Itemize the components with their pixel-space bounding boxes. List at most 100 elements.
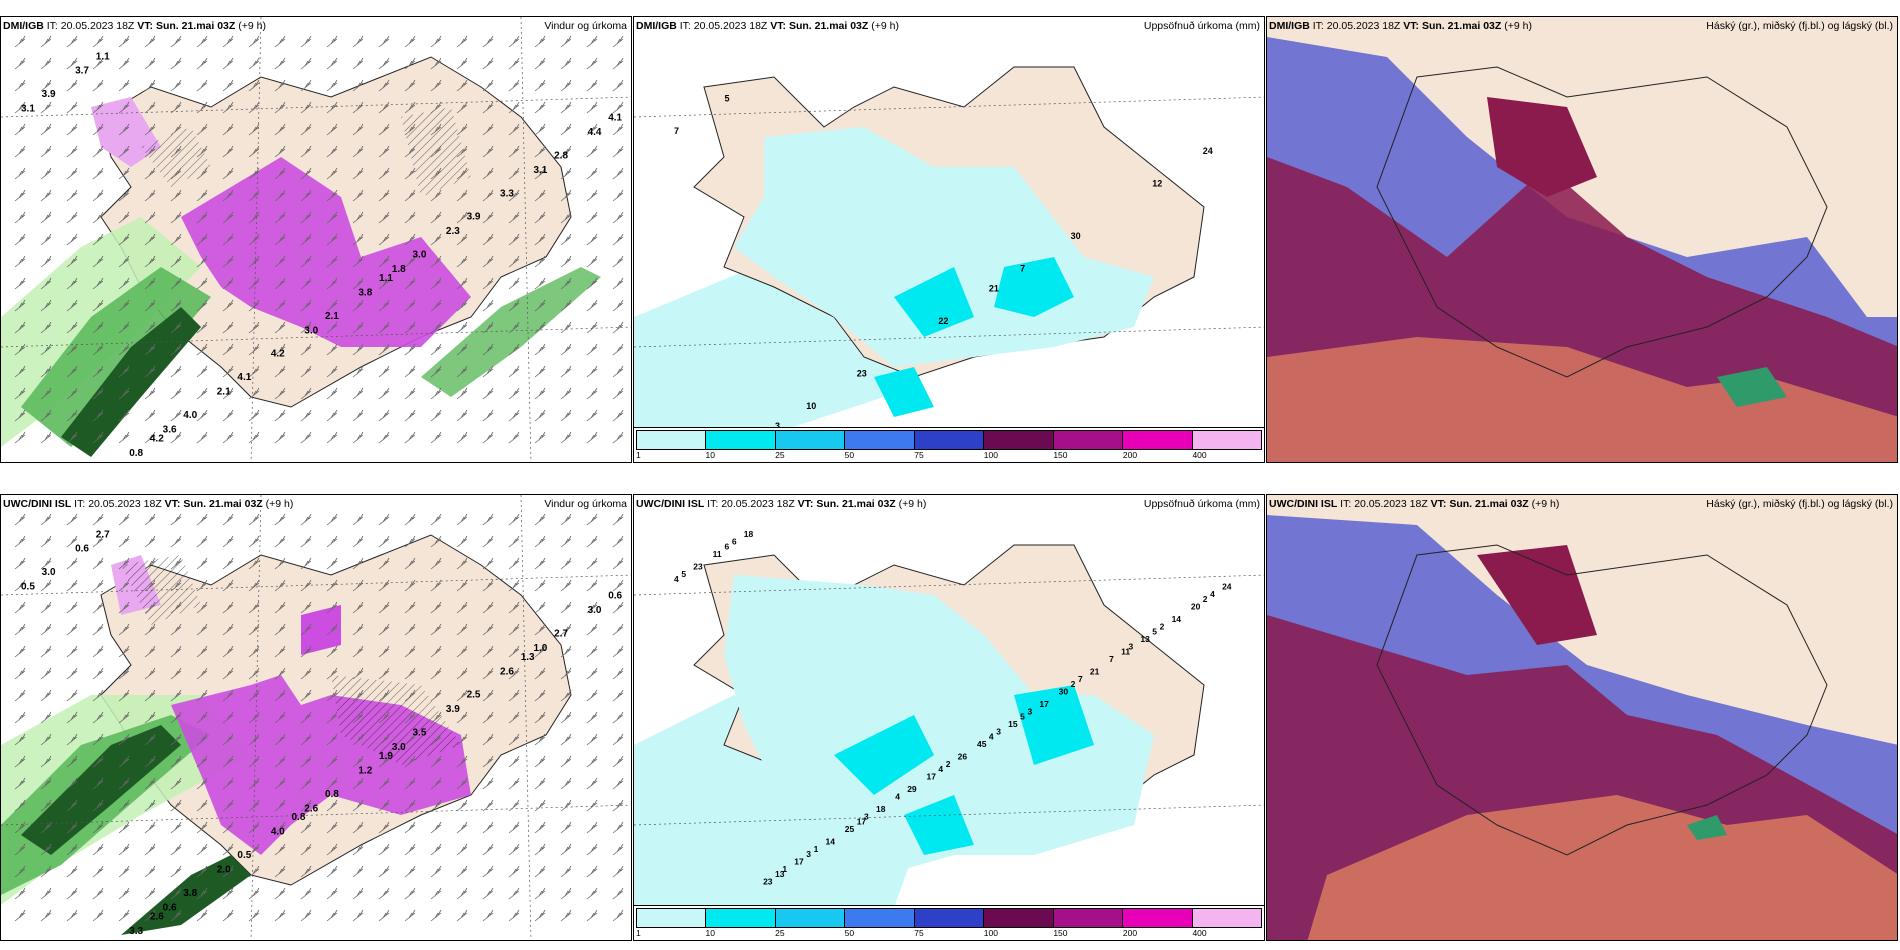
wind-barb xyxy=(274,167,286,180)
wind-barb xyxy=(14,645,26,658)
value-label: 4.0 xyxy=(271,827,285,838)
model-name: DMI/IGB xyxy=(1269,20,1310,32)
wind-barb xyxy=(534,277,546,290)
wind-barb xyxy=(534,711,546,724)
value-label: 3.0 xyxy=(392,742,406,753)
lat-lines xyxy=(634,574,1264,826)
wind-barb xyxy=(586,535,598,548)
wind-barb xyxy=(534,887,546,900)
legend-label: 150 xyxy=(1053,928,1068,938)
wind-barb xyxy=(612,35,624,48)
wind-barb xyxy=(326,579,338,592)
wind-barb xyxy=(196,667,208,680)
wind-barb xyxy=(430,211,442,224)
wind-barb xyxy=(118,255,130,268)
wind-barb xyxy=(118,799,130,812)
wind-barb xyxy=(612,101,624,114)
panel-header: DMI/IGB IT: 20.05.2023 18Z VT: Sun. 21.m… xyxy=(3,19,627,33)
wind-barb xyxy=(352,57,364,70)
wind-barb xyxy=(508,409,520,422)
wind-barb xyxy=(14,233,26,246)
wind-barb xyxy=(248,321,260,334)
wind-barb xyxy=(326,557,338,570)
wind-barb xyxy=(612,123,624,136)
wind-barb xyxy=(40,601,52,614)
wind-barb xyxy=(586,57,598,70)
wind-barb xyxy=(482,909,494,922)
legend-swatch xyxy=(1192,909,1261,927)
wind-barb xyxy=(482,843,494,856)
wind-barb xyxy=(248,387,260,400)
model-name: UWC/DINI ISL xyxy=(636,498,705,510)
wind-barb xyxy=(430,887,442,900)
wind-barb xyxy=(534,145,546,158)
wind-barb xyxy=(586,321,598,334)
wind-barb xyxy=(508,233,520,246)
wind-barb xyxy=(14,579,26,592)
wind-barb xyxy=(274,233,286,246)
wind-barb xyxy=(274,909,286,922)
wind-barb xyxy=(508,145,520,158)
wind-barb xyxy=(118,123,130,136)
wind-barb xyxy=(118,233,130,246)
wind-barb xyxy=(92,431,104,444)
wind-barb xyxy=(274,601,286,614)
wind-barb xyxy=(274,887,286,900)
wind-barb xyxy=(274,557,286,570)
wind-barb xyxy=(508,733,520,746)
wind-barb xyxy=(248,821,260,834)
wind-barb xyxy=(456,821,468,834)
wind-barb xyxy=(482,601,494,614)
value-label: 2.8 xyxy=(554,150,568,161)
it-label: IT: xyxy=(1340,498,1352,510)
wind-barb xyxy=(248,409,260,422)
wind-barb xyxy=(92,535,104,548)
value-label: 1.9 xyxy=(379,751,393,762)
wind-barb xyxy=(534,645,546,658)
wind-barb xyxy=(144,667,156,680)
wind-barb xyxy=(612,821,624,834)
wind-barb xyxy=(118,277,130,290)
wind-barb xyxy=(14,79,26,92)
legend-swatch xyxy=(1192,431,1261,449)
wind-barb xyxy=(170,167,182,180)
wind-barb xyxy=(534,579,546,592)
wind-barb xyxy=(404,601,416,614)
wind-barb xyxy=(40,123,52,136)
value-label: 17 xyxy=(857,816,867,826)
wind-barb xyxy=(274,79,286,92)
wind-barb xyxy=(14,431,26,444)
wind-barb xyxy=(118,601,130,614)
wind-barb xyxy=(586,233,598,246)
wind-barb xyxy=(326,843,338,856)
wind-barb xyxy=(482,35,494,48)
wind-barb xyxy=(456,843,468,856)
wind-barb xyxy=(118,57,130,70)
wind-barb xyxy=(352,387,364,400)
wind-barb xyxy=(196,535,208,548)
wind-barb xyxy=(508,387,520,400)
wind-barb xyxy=(196,601,208,614)
wind-band-3 xyxy=(61,307,201,457)
wind-barb xyxy=(118,409,130,422)
wind-barb xyxy=(170,233,182,246)
value-label: 3 xyxy=(775,421,780,430)
legend-label: 150 xyxy=(1053,450,1068,460)
wind-barb xyxy=(612,645,624,658)
wind-barb xyxy=(456,777,468,790)
wind-barb xyxy=(560,79,572,92)
wind-barb xyxy=(352,821,364,834)
wind-barb xyxy=(196,343,208,356)
accum-mid-3 xyxy=(904,795,974,855)
wind-barb xyxy=(66,645,78,658)
wind-barb xyxy=(300,57,312,70)
wind-barb xyxy=(274,343,286,356)
wind-barb xyxy=(40,777,52,790)
wind-barb xyxy=(456,321,468,334)
hatched-area xyxy=(141,127,211,187)
legend-label: 400 xyxy=(1192,450,1207,460)
wind-barb xyxy=(534,667,546,680)
wind-barb xyxy=(40,535,52,548)
value-label: 3.9 xyxy=(42,89,56,100)
wind-barb xyxy=(378,277,390,290)
